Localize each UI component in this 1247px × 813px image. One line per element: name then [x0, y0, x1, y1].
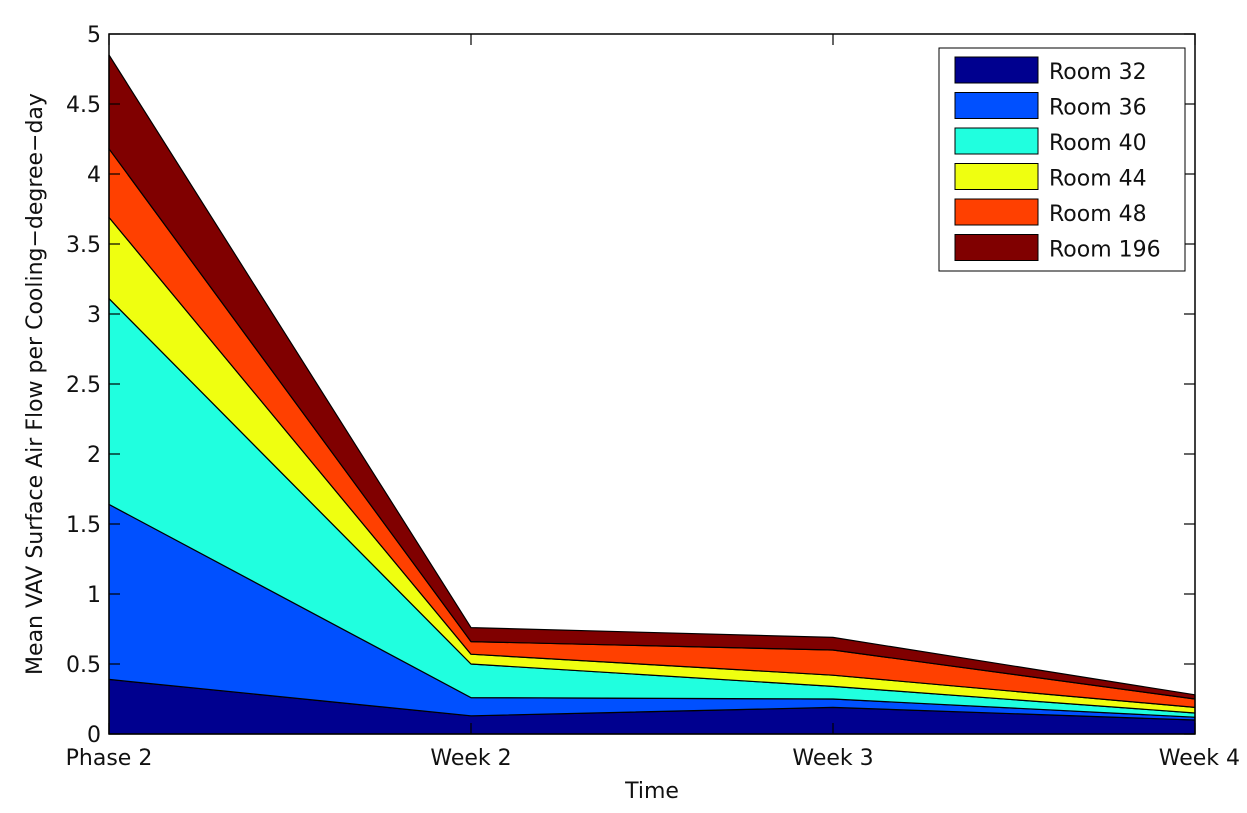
legend-label: Room 196 — [1049, 238, 1161, 263]
y-tick-label: 0.5 — [66, 653, 101, 678]
x-axis: Phase 2 Week 2 Week 3 Week 4 — [66, 34, 1240, 771]
x-tick-label: Week 4 — [1159, 746, 1240, 771]
y-axis: 0 0.5 1 1.5 2 2.5 3 3.5 4 4.5 5 — [66, 23, 1195, 748]
y-tick-label: 2.5 — [66, 373, 101, 398]
legend-label: Room 48 — [1049, 202, 1147, 227]
y-tick-label: 0 — [87, 723, 101, 748]
legend-label: Room 44 — [1049, 167, 1147, 192]
x-tick-label: Week 3 — [792, 746, 873, 771]
x-tick-label: Phase 2 — [66, 746, 153, 771]
y-tick-label: 2 — [87, 443, 101, 468]
legend-label: Room 32 — [1049, 60, 1147, 85]
legend-swatch — [954, 56, 1039, 84]
legend-swatch — [954, 198, 1039, 226]
legend-swatch — [954, 234, 1039, 261]
y-tick-label: 1 — [87, 583, 101, 608]
legend-swatch — [954, 163, 1039, 190]
x-tick-label: Week 2 — [430, 746, 511, 771]
y-tick-label: 1.5 — [66, 513, 101, 538]
y-tick-label: 3.5 — [66, 233, 101, 258]
y-tick-label: 5 — [87, 23, 101, 48]
x-axis-label: Time — [624, 779, 679, 804]
legend-label: Room 36 — [1049, 96, 1147, 121]
y-tick-label: 4.5 — [66, 93, 101, 118]
y-tick-label: 4 — [87, 163, 101, 188]
y-tick-label: 3 — [87, 303, 101, 328]
legend-swatch — [954, 127, 1039, 155]
y-axis-label: Mean VAV Surface Air Flow per Cooling−de… — [23, 93, 48, 675]
legend-label: Room 40 — [1049, 131, 1147, 156]
legend-swatch — [954, 92, 1039, 119]
area-layers — [108, 54, 1196, 735]
legend: Room 32 Room 36 Room 40 Room 44 Room 48 Room … — [938, 47, 1186, 272]
legend-box — [938, 47, 1186, 272]
